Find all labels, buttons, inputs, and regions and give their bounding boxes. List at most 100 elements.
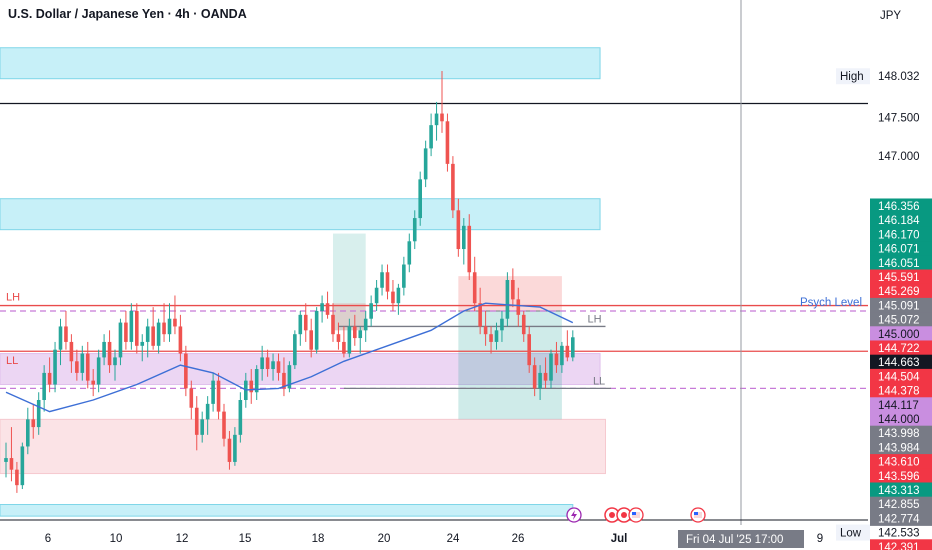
price-label-text: 144.378 xyxy=(878,386,920,398)
candles-layer xyxy=(4,70,575,493)
candle-body xyxy=(173,318,177,327)
price-label-box xyxy=(870,198,932,214)
candle-body xyxy=(429,125,433,149)
candle-body xyxy=(347,326,352,354)
candle-body xyxy=(260,357,264,370)
candle-body xyxy=(543,372,548,381)
candle-body xyxy=(216,380,221,412)
candle-body xyxy=(331,314,335,335)
candle-body xyxy=(271,361,275,370)
price-label-text: 146.051 xyxy=(878,258,920,270)
candle-body xyxy=(342,341,346,354)
candle-body xyxy=(31,419,36,428)
price-label-box xyxy=(870,411,932,427)
candle-body xyxy=(42,372,46,400)
candle-body xyxy=(363,318,368,331)
candle-body xyxy=(205,403,210,420)
candle-body xyxy=(298,314,303,335)
position-target-zone xyxy=(458,310,562,420)
price-label-box xyxy=(870,269,932,285)
candle-body xyxy=(9,458,14,470)
candle-body xyxy=(521,314,526,335)
price-label-text: 144.663 xyxy=(878,357,920,369)
time-tick: 12 xyxy=(176,533,189,545)
price-label-box xyxy=(870,283,932,299)
candle-body xyxy=(396,287,401,304)
candle-body xyxy=(369,303,373,319)
supply-zone xyxy=(0,47,601,80)
supply-zone xyxy=(0,198,601,231)
candle-body xyxy=(75,361,79,373)
candle-body xyxy=(91,380,95,385)
candle-body xyxy=(276,361,281,373)
candle-body xyxy=(571,337,575,358)
candle-body xyxy=(314,310,319,350)
candle-body xyxy=(96,357,101,385)
time-tick: 20 xyxy=(378,533,391,545)
candle-body xyxy=(118,322,123,358)
price-label-box xyxy=(870,454,932,470)
candle-body xyxy=(309,330,313,350)
highlight-box xyxy=(333,233,366,331)
candle-body xyxy=(532,365,537,389)
candle-body xyxy=(445,121,450,164)
candle-body xyxy=(412,218,417,242)
candle-body xyxy=(4,458,8,462)
time-tick: 24 xyxy=(447,533,460,545)
price-label-text: 146.184 xyxy=(878,215,920,227)
level-label: LL xyxy=(6,355,18,367)
time-tick: 9 xyxy=(817,533,823,545)
candle-body xyxy=(505,280,510,319)
price-label-box xyxy=(870,496,932,512)
price-label-box xyxy=(870,482,932,498)
candle-body xyxy=(374,287,379,304)
price-label-text: 146.071 xyxy=(878,244,920,256)
price-label-box xyxy=(870,340,932,356)
candle-body xyxy=(26,419,30,447)
candle-body xyxy=(36,400,41,428)
candle-body xyxy=(462,225,466,250)
candle-body xyxy=(211,380,215,404)
time-axis[interactable]: 6 10 12 15 18 20 24 26 Jul 9 Fri 04 Jul '25 17:00 xyxy=(45,530,823,548)
candle-body xyxy=(456,210,461,250)
candle-body xyxy=(80,353,85,373)
chart-title: U.S. Dollar / Japanese Yen · 4h · OANDA xyxy=(8,7,247,21)
demand-zone xyxy=(0,504,574,517)
price-label-text: 145.000 xyxy=(878,329,920,341)
event-icons[interactable] xyxy=(566,507,706,523)
flag-canton xyxy=(694,512,698,515)
candle-body xyxy=(282,372,286,389)
time-tick: Jul xyxy=(611,533,628,545)
moving-average-line xyxy=(5,302,574,413)
price-tag-bg xyxy=(836,68,870,85)
price-label-text: 142.774 xyxy=(878,513,920,525)
candle-body xyxy=(238,400,243,435)
price-label-text: 145.091 xyxy=(878,300,920,312)
price-label-text: 142.391 xyxy=(878,542,920,550)
candle-body xyxy=(129,310,134,342)
candle-body xyxy=(15,469,19,486)
candle-body xyxy=(353,326,357,339)
candle-body xyxy=(385,272,390,292)
candle-body xyxy=(227,438,232,462)
candle-body xyxy=(407,241,412,265)
candle-body xyxy=(554,353,559,366)
candle-body xyxy=(478,303,482,327)
currency-label: JPY xyxy=(880,10,901,22)
candle-body xyxy=(58,326,63,350)
psych-level-label: Psych Level xyxy=(800,297,862,309)
candle-body xyxy=(64,326,68,342)
candle-body xyxy=(151,326,155,346)
candle-body xyxy=(560,345,564,366)
structure-label: LH xyxy=(588,313,602,325)
price-label-box xyxy=(870,212,932,228)
price-label-box xyxy=(870,226,932,242)
price-label-text: 143.984 xyxy=(878,442,920,454)
annot-layer: LH LL Psych Level LH LL xyxy=(6,292,862,388)
price-tick: 147.000 xyxy=(878,151,920,163)
candle-body xyxy=(162,322,166,335)
time-tick: 10 xyxy=(110,533,123,545)
price-axis[interactable]: 148.032 High 147.500 147.000 146.356 146.184 1… xyxy=(836,68,932,550)
candle-body xyxy=(336,334,341,342)
